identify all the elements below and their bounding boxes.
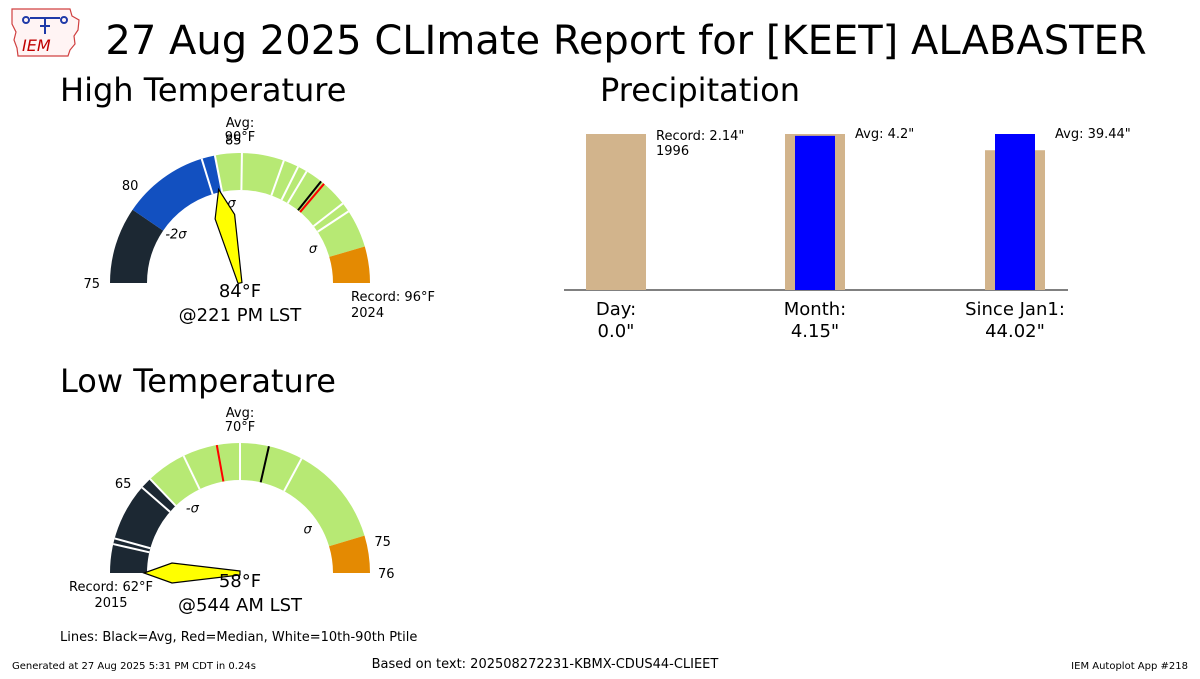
logo-text: IEM <box>22 36 51 55</box>
precip-reference-bar-0 <box>586 134 646 290</box>
precip-observed-bar-2 <box>995 134 1035 290</box>
record-label: Record: 62°F 2015 <box>69 580 153 611</box>
footer-generated: Generated at 27 Aug 2025 5:31 PM CDT in … <box>12 661 256 672</box>
percentile-line-3 <box>270 160 285 196</box>
median-line <box>299 183 325 213</box>
average-line <box>259 446 270 483</box>
figure-title: 27 Aug 2025 CLImate Report for [KEET] AL… <box>105 18 1146 64</box>
weather-station-icon <box>22 16 68 34</box>
tick-label-80: 80 <box>122 179 139 194</box>
low-temp-title: Low Temperature <box>60 362 336 400</box>
gauge-band-1 <box>132 158 213 231</box>
gauge-band-0 <box>110 209 164 283</box>
tick-label-76: 76 <box>378 567 395 582</box>
tick-label-75: 75 <box>374 535 391 550</box>
avg-label: Avg: 90°F <box>225 116 256 145</box>
precip-category-1: Month: 4.15" <box>784 299 846 342</box>
percentile-line-2 <box>240 152 243 191</box>
precip-category-2: Since Jan1: 44.02" <box>965 299 1065 342</box>
percentile-line-4 <box>182 455 201 490</box>
tick-label-65: 65 <box>115 477 132 492</box>
sigma-label-0: -2σ <box>165 227 187 242</box>
percentile-line-6 <box>312 202 344 227</box>
percentile-line-0 <box>200 158 214 195</box>
gauge-band-2 <box>201 155 223 195</box>
tick-label-85: 85 <box>225 133 242 148</box>
low-temp-gauge: Avg: 70°F 65 75 76 -σ σ 58°F @544 AM LST Record: … <box>69 406 395 616</box>
sigma-label-2: σ <box>309 242 318 257</box>
percentile-line-1 <box>114 537 151 550</box>
legend-text: Lines: Black=Avg, Red=Median, White=10th… <box>60 630 417 645</box>
avg-label: Avg: 70°F <box>225 406 256 435</box>
gauge-band-3 <box>214 153 365 257</box>
gauge-band-4 <box>329 246 370 283</box>
precip-observed-bar-1 <box>795 135 835 290</box>
observed-time: @544 AM LST <box>178 595 303 616</box>
percentile-line-6 <box>283 458 303 492</box>
sigma-label-0: -σ <box>186 501 200 516</box>
median-line <box>215 444 225 482</box>
footer-source: Based on text: 202508272231-KBMX-CDUS44-… <box>372 657 719 672</box>
iem-logo: IEM <box>11 8 80 57</box>
average-line <box>297 180 322 211</box>
needle-arrow <box>214 187 243 285</box>
percentile-line-7 <box>317 210 350 233</box>
needle-arrow <box>142 562 241 584</box>
observed-time: @221 PM LST <box>179 305 303 326</box>
percentile-line-4 <box>280 166 300 201</box>
footer-app: IEM Autoplot App #218 <box>1071 661 1188 672</box>
observed-value: 58°F <box>219 571 261 592</box>
sigma-label-1: σ <box>303 522 312 537</box>
gauge-band-1 <box>150 443 365 547</box>
percentile-line-3 <box>149 478 177 507</box>
percentile-line-1 <box>213 155 224 192</box>
precip-category-0: Day: 0.0" <box>596 299 636 342</box>
precip-title: Precipitation <box>600 71 800 109</box>
percentile-line-2 <box>141 486 171 513</box>
gauge-band-2 <box>329 535 370 573</box>
tick-label-75: 75 <box>83 277 100 292</box>
high-temp-title: High Temperature <box>60 71 346 109</box>
precip-annotation-2: Avg: 39.44" <box>1055 127 1131 142</box>
percentile-line-0 <box>113 543 150 554</box>
precip-annotation-0: Record: 2.14" 1996 <box>656 129 744 159</box>
observed-value: 84°F <box>219 281 261 302</box>
record-label: Record: 96°F 2024 <box>351 290 435 321</box>
percentile-line-5 <box>286 170 308 204</box>
precip-annotation-1: Avg: 4.2" <box>855 127 914 142</box>
precip-bar-chart: Record: 2.14" 1996 Day: 0.0" Avg: 4.2" Month:… <box>564 127 1131 342</box>
